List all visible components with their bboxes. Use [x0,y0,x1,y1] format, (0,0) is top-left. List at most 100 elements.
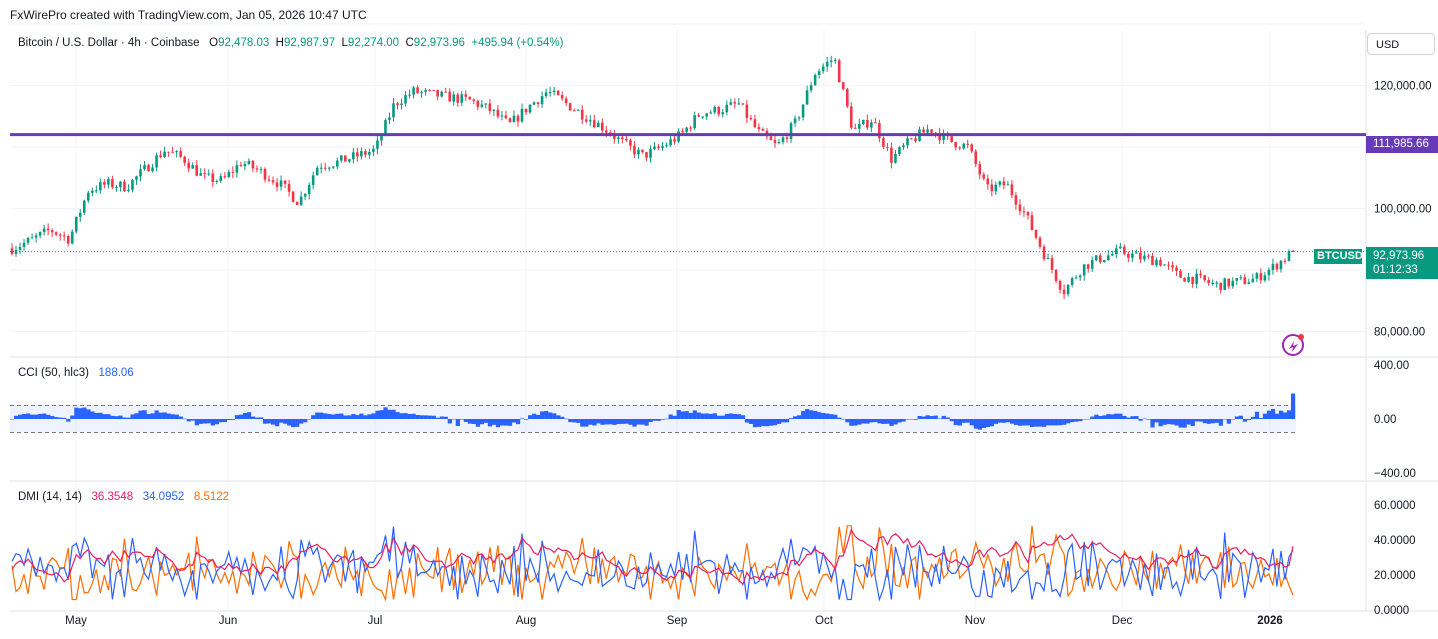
cci-bar [1021,419,1027,426]
cci-bar [142,410,147,419]
cci-bar [1166,419,1171,425]
candle-body [1139,252,1142,260]
candle-body [1127,253,1130,258]
candle-body [1167,264,1170,266]
cci-bar [495,419,501,428]
candle-body [372,148,375,152]
cci-bar [624,419,629,424]
cci-bar [1118,413,1123,419]
cci-bar [897,419,902,423]
candle-body [492,109,496,111]
candle-body [970,144,974,152]
cci-bar [283,419,288,424]
cci-bar [343,415,348,419]
candle-body [452,94,456,102]
cci-bar [1070,419,1075,423]
cci-bar [50,415,55,419]
candle-body [986,178,990,185]
candle-body [1143,255,1146,260]
cci-bar [1186,419,1191,425]
candle-body [1183,277,1186,282]
candle-body [568,103,572,111]
cci-bar [1074,419,1079,422]
cci-bar [1050,419,1055,426]
cci-bar [1029,419,1035,427]
cci-bar [568,419,573,423]
candle-body [1078,275,1082,278]
candle-body [878,123,881,139]
cci-bar [764,419,770,427]
candle-body [1102,260,1106,263]
candle-body [1034,229,1038,238]
candle-body [520,108,524,122]
cci-bar [628,419,633,425]
cci-bar [371,413,376,419]
cci-bar [1025,419,1031,426]
candle-body [86,192,90,201]
candle-body [1291,251,1295,253]
cci-bar [331,414,336,419]
cci-bar [861,419,866,424]
candle-body [785,137,789,139]
cci-bar [648,419,653,423]
cci-bar [42,413,47,419]
candle-body [653,146,656,149]
candle-body [580,109,584,120]
candle-body [693,115,696,129]
cci-bar [656,419,661,421]
time-tick-label: Jul [368,615,383,627]
candle-body [938,132,941,141]
candle-body [74,216,78,232]
cci-bar [540,411,545,419]
cci-bar [1286,410,1292,419]
candle-body [472,99,476,101]
cci-bar [471,419,477,424]
candle-body [817,71,821,75]
candle-body [858,123,861,129]
cci-bar [515,419,521,425]
tradingview-icon[interactable] [1282,334,1304,356]
last-symbol-tag: BTCUSD [1314,249,1363,264]
cci-bar [1005,419,1011,423]
cci-bar [841,418,846,420]
cci-bar [126,417,131,419]
candle-body [528,104,532,113]
cci-bar [929,416,934,419]
cci-bar [632,419,637,427]
time-tick-label: Jun [219,615,238,627]
candle-body [255,168,259,170]
cci-bar [202,419,207,424]
cci-bar [463,419,468,422]
candle-body [902,145,905,148]
cci-bar [989,419,995,427]
candle-body [866,119,869,128]
cci-bar [865,419,870,424]
cci-bar [837,417,842,419]
candle-body [331,166,335,168]
cci-bar [26,413,31,419]
cci-bar [1246,419,1252,421]
cci-bar [845,419,850,423]
candle-body [1018,204,1022,212]
cci-bar [198,419,203,424]
time-tick-label: Dec [1112,615,1133,627]
candle-body [749,118,753,120]
cci-bar [238,414,244,419]
candle-body [966,143,970,145]
price-tick-label: 120,000.00 [1374,80,1432,92]
candle-body [950,136,953,143]
cci-bar [913,419,918,420]
candle-body [681,131,684,133]
cci-bar [933,415,938,419]
candle-body [62,235,66,237]
currency-button[interactable]: USD [1367,33,1435,55]
cci-bar [548,412,553,419]
candle-body [1231,280,1235,287]
candle-body [54,232,58,235]
cci-bar [961,419,966,423]
candle-body [1195,273,1198,284]
candle-body [761,129,765,131]
time-tick-label: May [65,615,87,627]
cci-bar [969,419,974,426]
